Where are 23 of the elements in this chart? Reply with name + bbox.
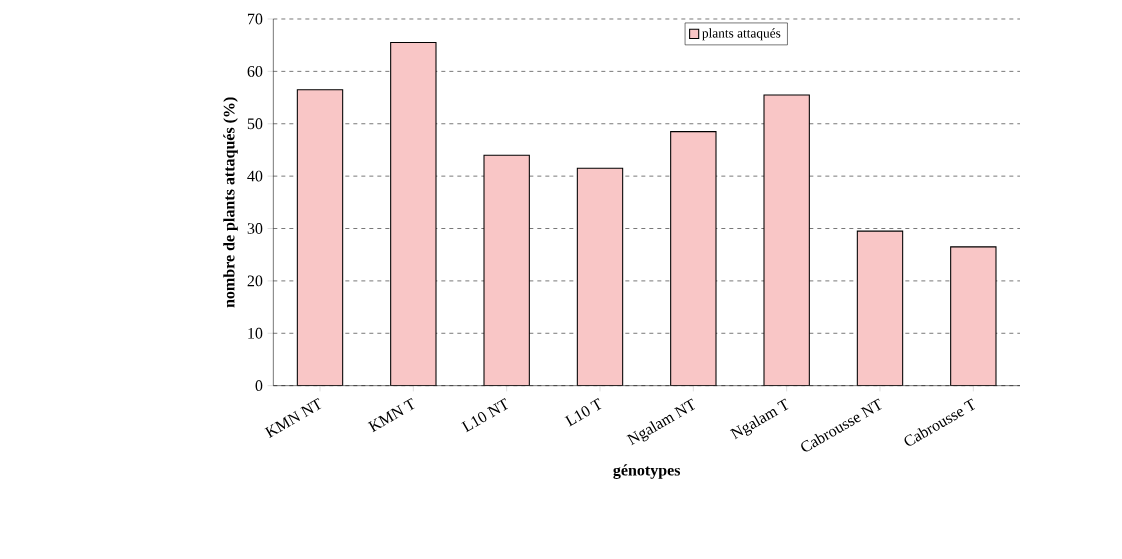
bar (296, 89, 344, 386)
y-tick-label: 20 (247, 275, 263, 287)
bar (670, 131, 717, 386)
x-axis-title: génotypes (613, 464, 681, 479)
x-tick-label: KMN NT (264, 397, 322, 438)
bar (856, 230, 904, 386)
bar (390, 42, 437, 386)
legend-label: plants attaqués (702, 28, 781, 41)
bar (763, 94, 810, 386)
y-tick-label: 60 (247, 65, 263, 77)
y-tick-label: 10 (248, 327, 263, 339)
y-tick-label: 30 (247, 223, 263, 234)
x-tick-label: L10 T (564, 398, 602, 427)
y-tick-label: 70 (247, 13, 263, 25)
bar (950, 246, 997, 386)
x-tick-label: KMN T (367, 397, 415, 433)
bar (483, 154, 530, 386)
x-tick-label: L10 NT (461, 398, 509, 433)
bar (576, 167, 624, 386)
y-tick-label: 40 (247, 170, 263, 182)
y-tick-label: 0 (255, 380, 263, 392)
y-axis-title: nombre de plants attaqués (%) (223, 97, 238, 308)
y-tick-label: 50 (247, 118, 263, 130)
